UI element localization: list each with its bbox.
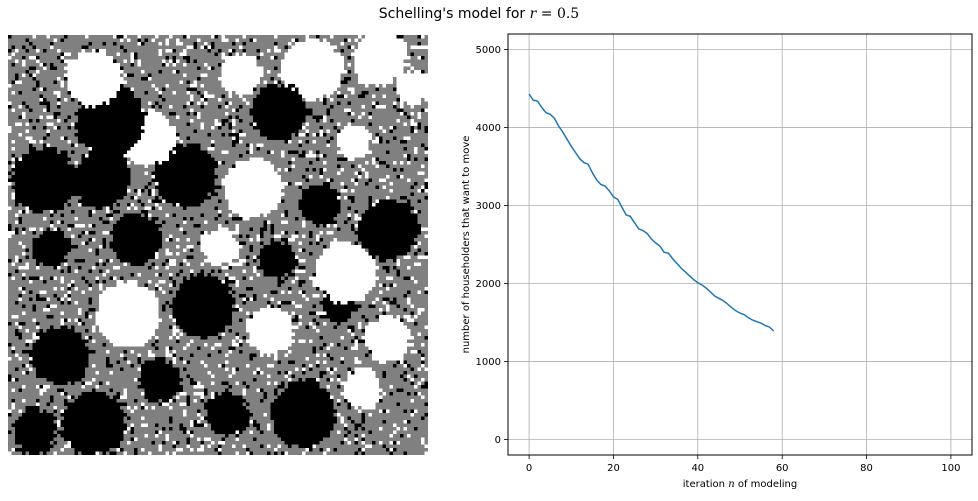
figure-title: Schelling's model for r = 0.5 [0,6,958,22]
title-variable: r [529,6,537,22]
y-tick-label: 4000 [476,123,501,134]
title-prefix: Schelling's model for [378,6,530,22]
y-tick-label: 1000 [476,357,501,368]
x-ticks: 0 20 40 60 80 100 [526,455,960,474]
x-tick-label: 60 [776,463,789,474]
grid-lines [508,34,972,455]
x-tick-label: 80 [860,463,873,474]
y-tick-label: 2000 [476,279,501,290]
x-tick-label: 40 [691,463,704,474]
y-tick-label: 3000 [476,201,501,212]
y-tick-label: 0 [495,435,501,446]
line-chart-panel: 0 20 40 60 80 100 0 1000 2000 3000 4000 5000 itera… [458,30,978,497]
series-line [528,93,775,332]
x-tick-label: 0 [526,463,532,474]
schelling-grid [8,35,428,455]
title-equation: = 0.5 [536,6,580,22]
y-tick-label: 5000 [476,45,501,56]
axes-frame [507,33,973,456]
schelling-grid-canvas [8,35,428,455]
y-ticks: 0 1000 2000 3000 4000 5000 [476,45,508,446]
y-axis-label: number of householders that want to move [461,136,472,354]
line-chart: 0 20 40 60 80 100 0 1000 2000 3000 4000 5000 itera… [461,33,973,490]
x-tick-label: 100 [941,463,960,474]
x-axis-label: iteration n of modeling [683,479,798,490]
x-tick-label: 20 [607,463,620,474]
